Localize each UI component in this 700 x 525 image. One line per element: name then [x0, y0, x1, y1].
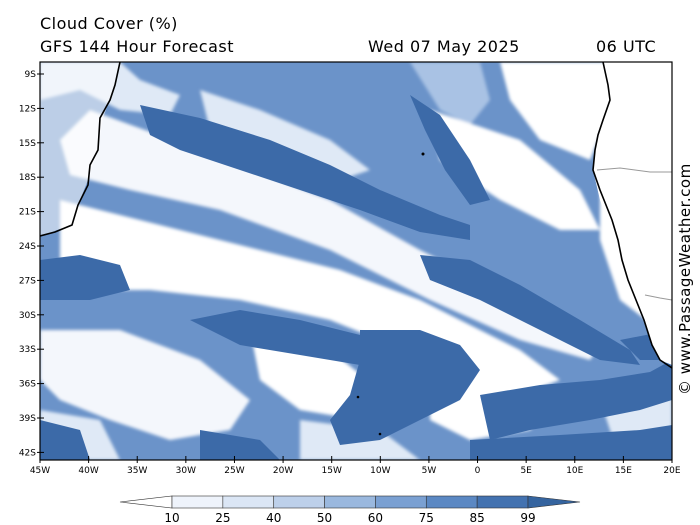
latitude-label: 18S [19, 173, 36, 183]
latitude-label: 21S [19, 208, 36, 218]
longitude-label: 10W [370, 466, 390, 476]
longitude-label: 20E [663, 466, 680, 476]
colorbar-label: 40 [266, 511, 281, 525]
longitude-label: 5E [520, 466, 532, 476]
colorbar-label: 60 [368, 511, 383, 525]
country-border-2 [644, 294, 672, 301]
colorbar-label: 99 [520, 511, 535, 525]
colorbar-segment [324, 495, 376, 509]
longitude-label: 35W [127, 466, 147, 476]
colorbar-label: 50 [317, 511, 332, 525]
latitude-label: 27S [19, 276, 36, 286]
dense-cloud-bands [40, 95, 672, 460]
south-america-coastline [40, 62, 121, 237]
longitude-label: 30W [176, 466, 196, 476]
colorbar-segment [273, 495, 325, 509]
map-title: Cloud Cover (%) [40, 14, 178, 33]
latitude-label: 12S [19, 104, 36, 114]
longitude-axis: 45W 40W 35W 30W 25W 20W 15W 10W 5W 0 5E 10E 15E 20E [30, 456, 681, 476]
island-marker [356, 395, 360, 399]
colorbar-segment [171, 495, 224, 509]
latitude-label: 24S [19, 242, 36, 252]
forecast-date: Wed 07 May 2025 [368, 37, 520, 56]
colorbar-legend: 10 25 40 50 60 75 85 99 [119, 495, 581, 525]
colorbar-label: 10 [164, 511, 179, 525]
latitude-label: 36S [19, 380, 36, 390]
latitude-label: 42S [19, 448, 36, 458]
island-marker [421, 152, 425, 156]
forecast-time: 06 UTC [596, 37, 657, 56]
longitude-label: 20W [273, 466, 293, 476]
latitude-label: 39S [19, 414, 36, 424]
colorbar-segment [425, 495, 478, 509]
latitude-label: 30S [19, 311, 36, 321]
longitude-label: 45W [30, 466, 50, 476]
country-border [596, 167, 672, 173]
latitude-axis: 9S 12S 15S 18S 21S 24S 27S 30S 33S 36S 39S 42S [19, 70, 44, 458]
longitude-label: 25W [224, 466, 244, 476]
africa-coastline [592, 62, 672, 369]
colorbar-max-arrow [527, 495, 581, 509]
latitude-label: 9S [25, 70, 37, 80]
longitude-label: 15E [615, 466, 632, 476]
colorbar-label: 85 [470, 511, 485, 525]
longitude-label: 40W [78, 466, 98, 476]
longitude-label: 5W [422, 466, 437, 476]
colorbar-segment [222, 495, 275, 509]
colorbar-segment [375, 495, 427, 509]
colorbar-label: 25 [215, 511, 230, 525]
longitude-label: 0 [475, 466, 481, 476]
forecast-label: GFS 144 Hour Forecast [40, 37, 235, 56]
longitude-label: 10E [566, 466, 583, 476]
latitude-label: 15S [19, 139, 36, 149]
map-area [40, 62, 672, 460]
colorbar-label: 75 [419, 511, 434, 525]
island-marker [378, 432, 382, 436]
colorbar-segment [476, 495, 529, 509]
colorbar-min-arrow [119, 495, 173, 509]
longitude-label: 15W [322, 466, 342, 476]
latitude-label: 33S [19, 345, 36, 355]
map-frame [39, 61, 673, 461]
